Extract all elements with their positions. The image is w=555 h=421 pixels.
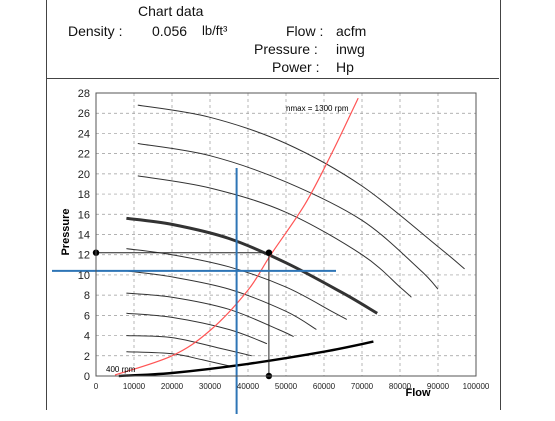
density-unit: lb/ft³ — [202, 23, 228, 38]
y-tick-label: 10 — [78, 270, 90, 282]
guide-lines — [52, 168, 336, 414]
y-tick-label: 26 — [78, 108, 90, 120]
fan-curves — [114, 97, 465, 378]
flow-unit: acfm — [336, 23, 367, 39]
chart-data-header: Chart data Density : 0.056 lb/ft³ Flow :… — [46, 0, 499, 79]
power-unit: Hp — [336, 59, 354, 75]
x-tick-label: 90000 — [427, 382, 450, 391]
y-tick-label: 18 — [78, 189, 90, 201]
y-tick-label: 20 — [78, 169, 90, 181]
x-tick-label: 60000 — [313, 382, 336, 391]
pressure-unit: inwg — [336, 41, 365, 57]
header-title: Chart data — [138, 3, 204, 19]
y-tick-label: 12 — [78, 250, 90, 262]
operating-speed-curve — [126, 216, 378, 315]
x-tick-label: 80000 — [389, 382, 412, 391]
x-tick-label: 20000 — [161, 382, 184, 391]
speed-curve — [137, 104, 465, 270]
y-tick-label: 2 — [84, 351, 90, 363]
axes: 0 10000 20000 30000 40000 50000 60000 70000 8000… — [78, 88, 490, 391]
x-tick-label: 10000 — [123, 382, 146, 391]
flow-label: Flow : — [286, 23, 324, 39]
y-tick-label: 14 — [78, 230, 90, 242]
y-tick-label: 28 — [78, 88, 90, 100]
x-tick-label: 50000 — [275, 382, 298, 391]
power-label: Power : — [272, 59, 320, 75]
plot-border — [95, 92, 477, 377]
speed-curve — [126, 292, 294, 338]
y-tick-label: 0 — [84, 371, 90, 383]
x-tick-label: 100000 — [463, 382, 490, 391]
y-tick-label: 4 — [84, 331, 90, 343]
y-tick-label: 22 — [78, 149, 90, 161]
y-tick-label: 24 — [78, 128, 90, 140]
x-tick-label: 40000 — [237, 382, 260, 391]
x-tick-label: 0 — [94, 382, 99, 391]
y-tick-label: 6 — [84, 310, 90, 322]
system-curve — [114, 97, 359, 376]
pressure-label: Pressure : — [254, 41, 318, 57]
operating-point-marker — [265, 249, 273, 256]
chart-frame — [46, 0, 501, 410]
speed-curve — [126, 351, 230, 367]
power-curve — [118, 340, 374, 378]
density-label: Density : — [68, 23, 123, 39]
x-tick-label: 70000 — [351, 382, 374, 391]
density-value: 0.056 — [152, 23, 188, 39]
speed-curve — [126, 270, 317, 330]
speed-curve — [137, 143, 439, 290]
speed-curve — [137, 175, 412, 298]
x-tick-label: 30000 — [199, 382, 222, 391]
y-axis-label: Pressure — [60, 208, 72, 255]
y-tick-label: 8 — [84, 290, 90, 302]
nmin-annotation: 400 rpm — [106, 365, 136, 374]
nmax-annotation: nmax = 1300 rpm — [286, 104, 349, 113]
y-tick-label: 16 — [78, 209, 90, 221]
speed-curve — [126, 312, 268, 345]
x-axis-label: Flow — [405, 387, 430, 399]
grid — [96, 93, 476, 376]
